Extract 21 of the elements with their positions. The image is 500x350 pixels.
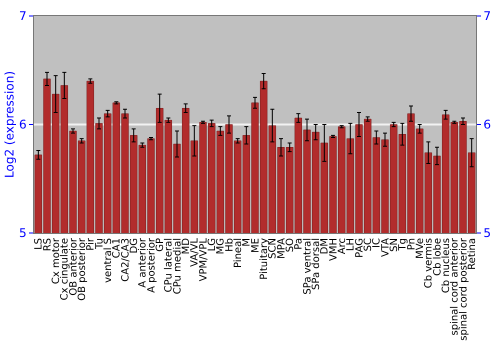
x-tick-label: OB posterior	[76, 237, 88, 301]
x-tick-label: Hb	[224, 238, 236, 252]
x-tick-label: DG	[128, 238, 140, 254]
x-tick-label: Pituitary	[258, 238, 270, 280]
y-tick-label: 5	[18, 226, 27, 240]
y2-tick-label: 6	[483, 118, 492, 132]
y-axis-title: Log2 (expression)	[2, 71, 16, 178]
x-tick-label: Cb lobe	[432, 238, 444, 276]
x-tick-label: Tg	[398, 238, 409, 252]
y2-tick-label: 5	[483, 226, 492, 240]
x-tick-label: RS	[42, 238, 54, 252]
x-tick-label: Pa	[294, 238, 305, 250]
x-tick-label: A posterior	[146, 237, 158, 293]
x-tick-label: GP	[154, 238, 166, 252]
y2-tick-label: 7	[483, 9, 492, 24]
x-tick-label: MVe	[414, 238, 426, 259]
x-tick-label: ME	[250, 238, 262, 253]
x-tick-label: spinal cord posterior	[458, 237, 470, 341]
x-tick-label: Retina	[466, 238, 478, 270]
y-tick-label: 6	[18, 118, 27, 132]
y-tick-label: 7	[18, 9, 27, 24]
